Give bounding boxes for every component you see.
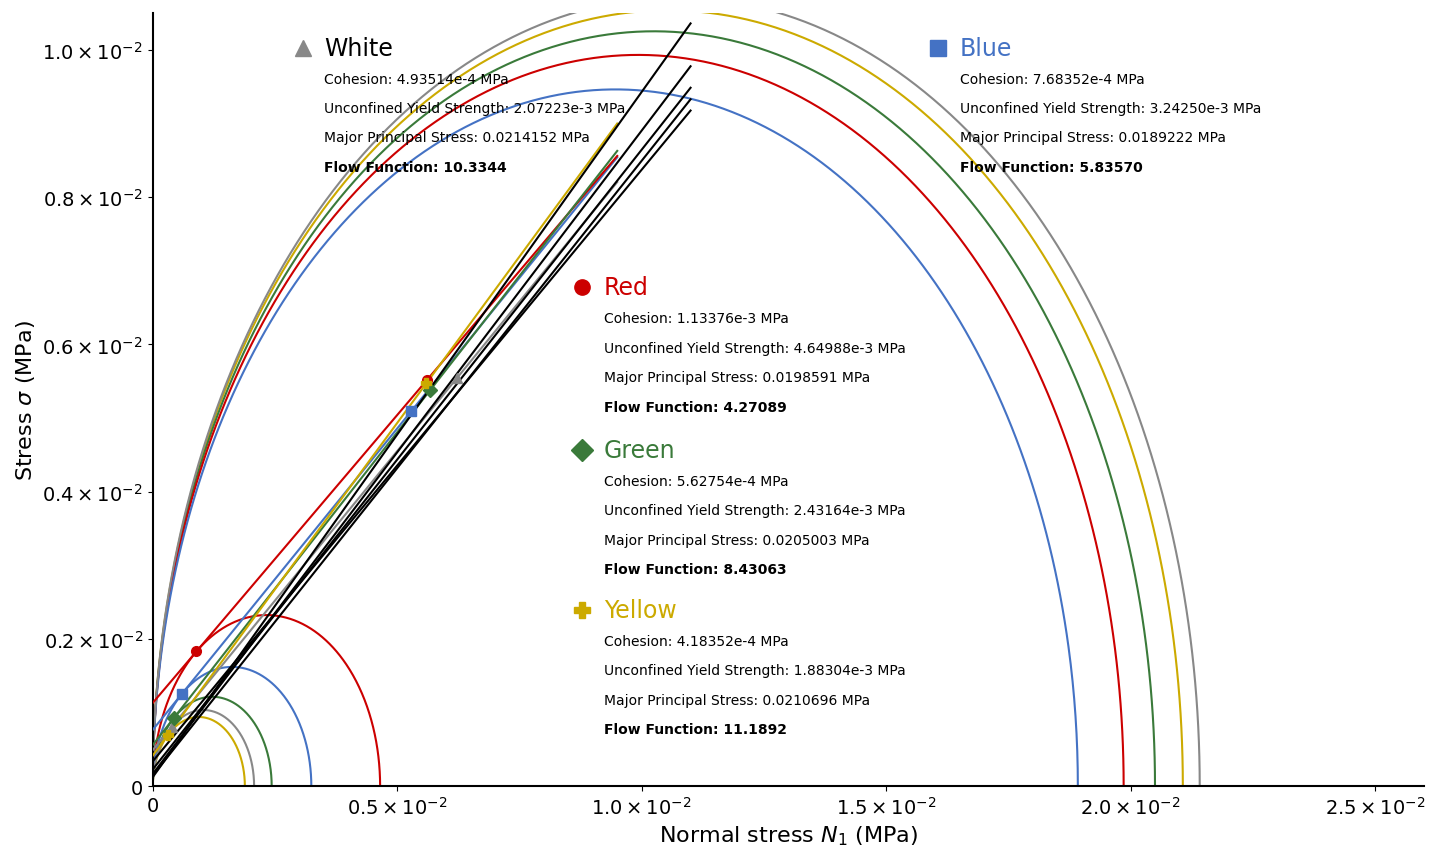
Y-axis label: Stress $\sigma$ (MPa): Stress $\sigma$ (MPa) xyxy=(14,319,38,480)
Text: Major Principal Stress: 0.0198591 MPa: Major Principal Stress: 0.0198591 MPa xyxy=(604,371,870,385)
Text: Unconfined Yield Strength: 2.07223e-3 MPa: Unconfined Yield Strength: 2.07223e-3 MP… xyxy=(324,102,626,116)
Text: Unconfined Yield Strength: 3.24250e-3 MPa: Unconfined Yield Strength: 3.24250e-3 MP… xyxy=(959,102,1261,116)
Text: Unconfined Yield Strength: 2.43164e-3 MPa: Unconfined Yield Strength: 2.43164e-3 MP… xyxy=(604,504,906,517)
Text: White: White xyxy=(324,37,393,60)
Text: Green: Green xyxy=(604,438,676,462)
Text: Cohesion: 4.18352e-4 MPa: Cohesion: 4.18352e-4 MPa xyxy=(604,635,789,648)
Text: Cohesion: 7.68352e-4 MPa: Cohesion: 7.68352e-4 MPa xyxy=(959,72,1144,87)
Text: Cohesion: 1.13376e-3 MPa: Cohesion: 1.13376e-3 MPa xyxy=(604,312,789,326)
Text: Unconfined Yield Strength: 4.64988e-3 MPa: Unconfined Yield Strength: 4.64988e-3 MP… xyxy=(604,342,906,356)
Text: Flow Function: 4.27089: Flow Function: 4.27089 xyxy=(604,400,786,414)
Text: Blue: Blue xyxy=(959,37,1013,60)
Text: Major Principal Stress: 0.0214152 MPa: Major Principal Stress: 0.0214152 MPa xyxy=(324,131,590,146)
Text: Yellow: Yellow xyxy=(604,598,676,623)
Text: Red: Red xyxy=(604,276,649,300)
Text: Cohesion: 5.62754e-4 MPa: Cohesion: 5.62754e-4 MPa xyxy=(604,474,789,488)
Text: Major Principal Stress: 0.0189222 MPa: Major Principal Stress: 0.0189222 MPa xyxy=(959,131,1225,146)
Text: Flow Function: 10.3344: Flow Function: 10.3344 xyxy=(324,161,507,175)
Text: Flow Function: 11.1892: Flow Function: 11.1892 xyxy=(604,722,788,736)
Text: Major Principal Stress: 0.0205003 MPa: Major Principal Stress: 0.0205003 MPa xyxy=(604,533,870,547)
Text: Unconfined Yield Strength: 1.88304e-3 MPa: Unconfined Yield Strength: 1.88304e-3 MP… xyxy=(604,664,906,678)
Text: Major Principal Stress: 0.0210696 MPa: Major Principal Stress: 0.0210696 MPa xyxy=(604,693,870,707)
X-axis label: Normal stress $N_1$ (MPa): Normal stress $N_1$ (MPa) xyxy=(659,824,918,847)
Text: Flow Function: 5.83570: Flow Function: 5.83570 xyxy=(959,161,1143,175)
Text: Flow Function: 8.43063: Flow Function: 8.43063 xyxy=(604,562,786,576)
Text: Cohesion: 4.93514e-4 MPa: Cohesion: 4.93514e-4 MPa xyxy=(324,72,509,87)
